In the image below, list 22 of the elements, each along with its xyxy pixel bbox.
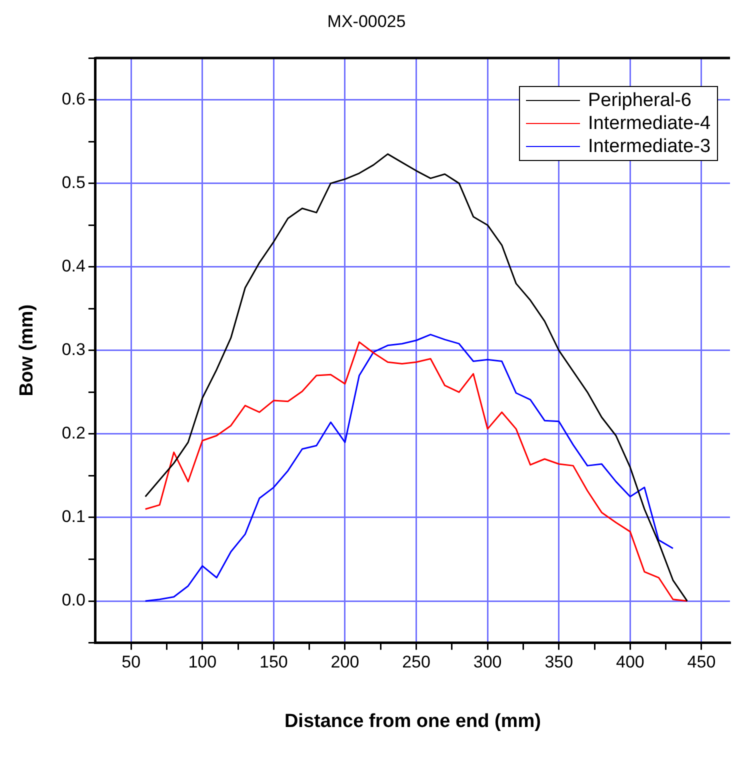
x-tick-label: 200 — [330, 652, 360, 672]
x-tick-label: 150 — [259, 652, 288, 672]
y-tick-label: 0.1 — [62, 507, 86, 526]
x-tick-label: 400 — [616, 652, 644, 672]
x-tick-label: 250 — [402, 652, 430, 672]
y-tick-label: 0.4 — [62, 256, 86, 276]
y-axis-title: Bow (mm) — [16, 304, 38, 396]
x-tick-label: 50 — [122, 652, 141, 672]
chart-title: MX-00025 — [326, 12, 407, 32]
x-tick-label: 450 — [687, 652, 716, 672]
y-tick-label: 0.6 — [62, 89, 86, 108]
x-tick-label: 100 — [188, 652, 217, 672]
y-tick-label: 0.3 — [62, 340, 86, 360]
x-tick-label: 350 — [544, 652, 574, 672]
y-tick-label: 0.5 — [62, 173, 86, 192]
x-axis-title: Distance from one end (mm) — [284, 710, 541, 732]
x-tick-label: 300 — [473, 652, 502, 672]
legend-label: Intermediate-3 — [588, 135, 711, 158]
y-tick-label: 0.0 — [62, 590, 86, 610]
legend-label: Peripheral-6 — [588, 89, 692, 112]
legend-label: Intermediate-4 — [588, 112, 711, 135]
y-tick-label: 0.2 — [62, 424, 86, 443]
